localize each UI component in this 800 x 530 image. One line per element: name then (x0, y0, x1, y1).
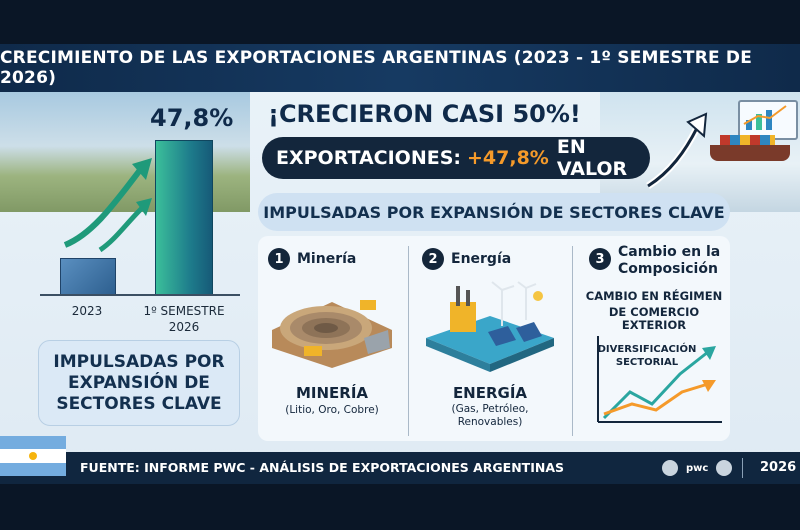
energy-plant-icon (426, 281, 554, 372)
footer-year: 2026 (760, 460, 797, 475)
bar-2023 (60, 258, 116, 296)
seal-icon (662, 460, 678, 476)
chart-label-line1: DIVERSIFICACIÓN (597, 344, 697, 355)
argentina-flag-icon (0, 436, 66, 476)
divider (408, 246, 409, 436)
exports-prefix: EXPORTACIONES: (276, 147, 461, 169)
bar-label-2023: 2023 (71, 304, 103, 318)
sector-main-3-line2: DE COMERCIO EXTERIOR (608, 305, 700, 332)
sector-title-3-line2: Composición (618, 261, 718, 277)
exports-value: +47,8% (467, 147, 549, 169)
left-pill-line2: EXPANSIÓN DE (68, 372, 210, 393)
sector-sub-2-line1: (Gas, Petróleo, (451, 403, 529, 415)
left-pill: IMPULSADAS POR EXPANSIÓN DE SECTORES CLA… (38, 340, 240, 426)
sector-main-2: ENERGÍA (452, 384, 528, 402)
sector-sub-2-line2: Renovables) (457, 416, 523, 428)
growth-arrows-icon (63, 158, 152, 253)
chart-label-line2: SECTORIAL (615, 357, 679, 368)
sector-sub-1: (Litio, Oro, Cobre) (285, 404, 379, 416)
up-arrow-icon (646, 112, 708, 189)
sector-number-1: 1 (268, 248, 290, 270)
monitor-chart-icon (738, 100, 798, 140)
percent-label: 47,8% (150, 104, 234, 132)
cargo-ship-icon (710, 135, 790, 161)
sectors-pill-text: IMPULSADAS POR EXPANSIÓN DE SECTORES CLA… (263, 202, 725, 222)
bar-2026 (155, 140, 213, 296)
footer-logos: pwc (662, 456, 733, 480)
headline: ¡CRECIERON CASI 50%! (268, 100, 581, 128)
bar-label-2026-line1: 1º SEMESTRE (143, 304, 225, 318)
exports-box: EXPORTACIONES: +47,8% EN VALOR (262, 136, 650, 180)
chart-baseline (40, 294, 240, 296)
sector-number-2: 2 (422, 248, 444, 270)
sector-number-3: 3 (589, 248, 611, 270)
sector-title-1: Minería (297, 251, 357, 267)
left-pill-line1: IMPULSADAS POR (53, 351, 225, 372)
footer: FUENTE: INFORME PWC - ANÁLISIS DE EXPORT… (0, 452, 800, 484)
pwc-logo: pwc (686, 462, 709, 474)
emblem-icon (716, 460, 733, 476)
sector-main-3-line1: CAMBIO EN RÉGIMEN (585, 289, 723, 303)
page-title: CRECIMIENTO DE LAS EXPORTACIONES ARGENTI… (0, 48, 753, 88)
sectors-pill: IMPULSADAS POR EXPANSIÓN DE SECTORES CLA… (258, 193, 730, 231)
exports-suffix: EN VALOR (556, 136, 628, 180)
mine-pit-icon (272, 300, 392, 368)
sector-title-3-line1: Cambio en la (618, 244, 721, 260)
trend-chart-icon (597, 336, 722, 423)
title-bar: CRECIMIENTO DE LAS EXPORTACIONES ARGENTI… (0, 44, 800, 92)
sector-main-1: MINERÍA (295, 384, 369, 402)
footer-divider (742, 458, 743, 478)
bar-label-2026-line2: 2026 (168, 320, 200, 334)
footer-source: FUENTE: INFORME PWC - ANÁLISIS DE EXPORT… (80, 460, 564, 475)
left-pill-line3: SECTORES CLAVE (56, 393, 222, 414)
sector-title-2: Energía (451, 251, 512, 267)
divider (572, 246, 573, 436)
